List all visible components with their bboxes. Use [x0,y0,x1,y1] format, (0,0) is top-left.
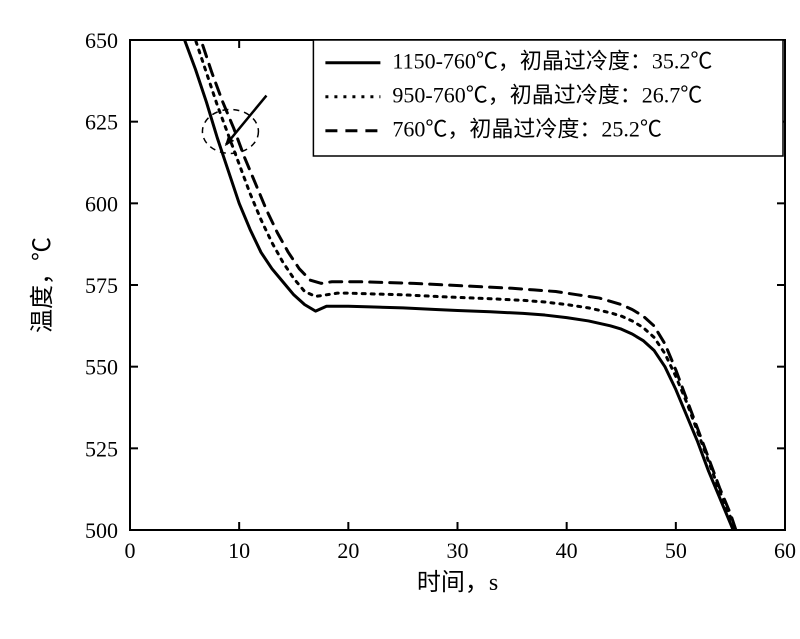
legend: 1150-760℃，初晶过冷度：35.2℃ 950-760℃，初晶过冷度：26.7… [313,40,783,156]
y-tick-label: 500 [85,518,118,543]
legend-label: 760℃，初晶过冷度：25.2℃ [392,117,662,142]
y-tick-label: 525 [85,436,118,461]
x-tick-label: 30 [447,538,469,563]
x-tick-label: 10 [228,538,250,563]
y-tick-label: 625 [85,110,118,135]
y-tick-label: 575 [85,273,118,298]
x-axis-label: 时间，s [417,569,498,596]
x-tick-label: 0 [125,538,136,563]
y-tick-label: 550 [85,355,118,380]
chart-container: 0 10 20 30 40 50 60 500 525 550 575 600 625 650 时间，s 温度… [20,20,800,619]
x-tick-label: 40 [556,538,578,563]
x-tick-label: 20 [337,538,359,563]
y-tick-label: 600 [85,191,118,216]
legend-label: 1150-760℃，初晶过冷度：35.2℃ [392,49,712,74]
legend-label: 950-760℃，初晶过冷度：26.7℃ [392,83,702,108]
x-tick-label: 60 [774,538,796,563]
y-tick-label: 650 [85,28,118,53]
line-chart: 0 10 20 30 40 50 60 500 525 550 575 600 625 650 时间，s 温度… [20,20,800,619]
x-tick-label: 50 [665,538,687,563]
y-axis-label: 温度，℃ [29,237,56,333]
